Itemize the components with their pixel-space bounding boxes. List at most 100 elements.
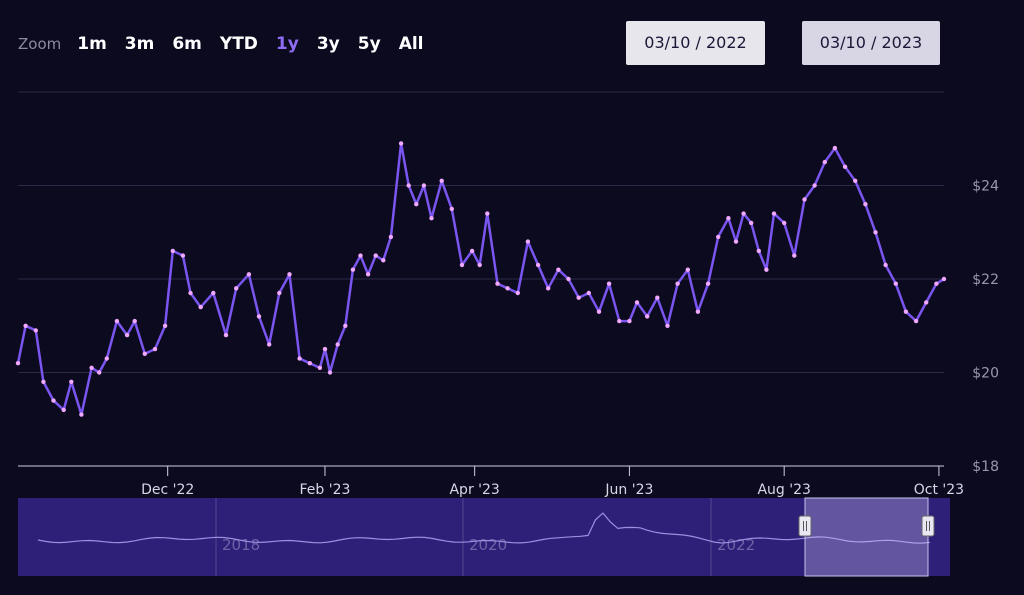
- data-point: [515, 290, 520, 296]
- data-point: [132, 318, 137, 324]
- zoom-button-1m[interactable]: 1m: [77, 34, 107, 54]
- y-tick-label: $18: [972, 459, 999, 475]
- y-axis: $18 $20 $22 $24: [972, 179, 999, 476]
- zoom-button-3y[interactable]: 3y: [316, 34, 340, 54]
- data-point: [546, 286, 551, 291]
- data-point: [381, 258, 386, 263]
- data-point: [782, 220, 787, 226]
- data-point: [188, 290, 193, 296]
- data-point: [802, 197, 807, 202]
- zoom-button-5y[interactable]: 5y: [357, 34, 381, 54]
- data-point: [792, 253, 797, 258]
- data-point: [705, 281, 711, 286]
- data-point: [104, 356, 110, 361]
- data-point: [665, 323, 670, 328]
- data-point: [398, 141, 404, 146]
- zoom-button-6m[interactable]: 6m: [172, 34, 202, 54]
- data-point: [606, 281, 612, 286]
- data-point: [322, 346, 328, 352]
- data-point: [627, 318, 632, 324]
- data-point: [287, 272, 292, 277]
- data-point: [822, 159, 827, 165]
- navigator-tick-label: 2020: [469, 536, 507, 554]
- data-point: [267, 342, 272, 347]
- data-point: [893, 281, 898, 286]
- data-point: [429, 216, 434, 221]
- data-point: [941, 276, 947, 282]
- data-point: [495, 281, 500, 286]
- navigator-selection: [804, 497, 929, 577]
- data-point: [198, 304, 203, 310]
- data-point: [406, 183, 411, 188]
- data-point: [469, 248, 475, 254]
- data-point: [211, 290, 216, 296]
- data-point: [459, 262, 465, 268]
- data-point: [485, 211, 490, 216]
- data-point: [566, 276, 571, 282]
- data-point: [180, 253, 186, 258]
- series-layer: [15, 141, 947, 417]
- data-point: [675, 281, 680, 286]
- navigator-handle-right[interactable]: [921, 515, 935, 537]
- navigator-tick-label: 2018: [222, 536, 260, 554]
- data-point: [307, 361, 312, 366]
- data-point: [477, 262, 482, 268]
- navigator-background: [18, 498, 950, 576]
- data-point: [162, 323, 168, 328]
- data-point: [421, 183, 427, 188]
- data-point: [142, 351, 147, 356]
- y-tick-label: $24: [972, 179, 999, 195]
- data-point: [234, 286, 239, 291]
- data-point: [863, 202, 868, 207]
- data-point: [79, 412, 84, 417]
- data-point: [170, 248, 175, 254]
- navigator-series: [37, 512, 931, 544]
- zoom-button-all[interactable]: All: [398, 34, 424, 54]
- data-point: [634, 300, 640, 305]
- x-tick-label: Oct '23: [914, 482, 964, 498]
- data-point: [373, 253, 378, 258]
- data-point: [414, 202, 419, 207]
- data-point: [733, 239, 739, 244]
- zoom-button-1y[interactable]: 1y: [275, 34, 299, 54]
- navigator-tick-label: 2022: [717, 536, 755, 554]
- data-point: [350, 267, 356, 272]
- data-point: [756, 248, 761, 254]
- data-point: [388, 234, 394, 240]
- zoom-button-ytd[interactable]: YTD: [219, 34, 258, 54]
- data-point: [934, 281, 939, 286]
- data-point: [586, 290, 591, 296]
- data-point: [535, 262, 541, 268]
- x-axis: Dec '22 Feb '23 Apr '23 Jun '23 Aug '23 Oct '…: [18, 465, 964, 498]
- data-point: [246, 272, 252, 277]
- data-point: [596, 309, 602, 314]
- data-point: [505, 286, 510, 291]
- grid-lines: [18, 91, 944, 373]
- y-tick-label: $20: [972, 366, 999, 382]
- data-point: [556, 267, 561, 272]
- data-point: [327, 370, 333, 375]
- x-tick-label: Feb '23: [300, 482, 351, 498]
- zoom-label: Zoom: [18, 35, 62, 53]
- date-from-input[interactable]: 03/10 / 2022: [626, 21, 765, 65]
- navigator-handle-left[interactable]: [798, 515, 812, 537]
- data-point: [771, 211, 777, 216]
- data-point: [449, 206, 454, 212]
- data-point: [358, 253, 363, 258]
- data-point: [741, 211, 746, 216]
- date-to-input[interactable]: 03/10 / 2023: [802, 21, 940, 65]
- data-point: [61, 407, 66, 413]
- data-point: [924, 300, 929, 305]
- data-point: [15, 361, 21, 366]
- data-point: [317, 365, 323, 370]
- zoom-button-3m[interactable]: 3m: [124, 34, 155, 54]
- data-point: [617, 318, 622, 324]
- data-point: [903, 309, 909, 314]
- navigator[interactable]: 2018 2020 2022: [18, 497, 950, 577]
- data-point: [726, 216, 731, 221]
- data-point: [812, 183, 817, 188]
- data-point: [655, 295, 660, 300]
- data-point: [297, 356, 302, 361]
- data-point: [439, 178, 444, 183]
